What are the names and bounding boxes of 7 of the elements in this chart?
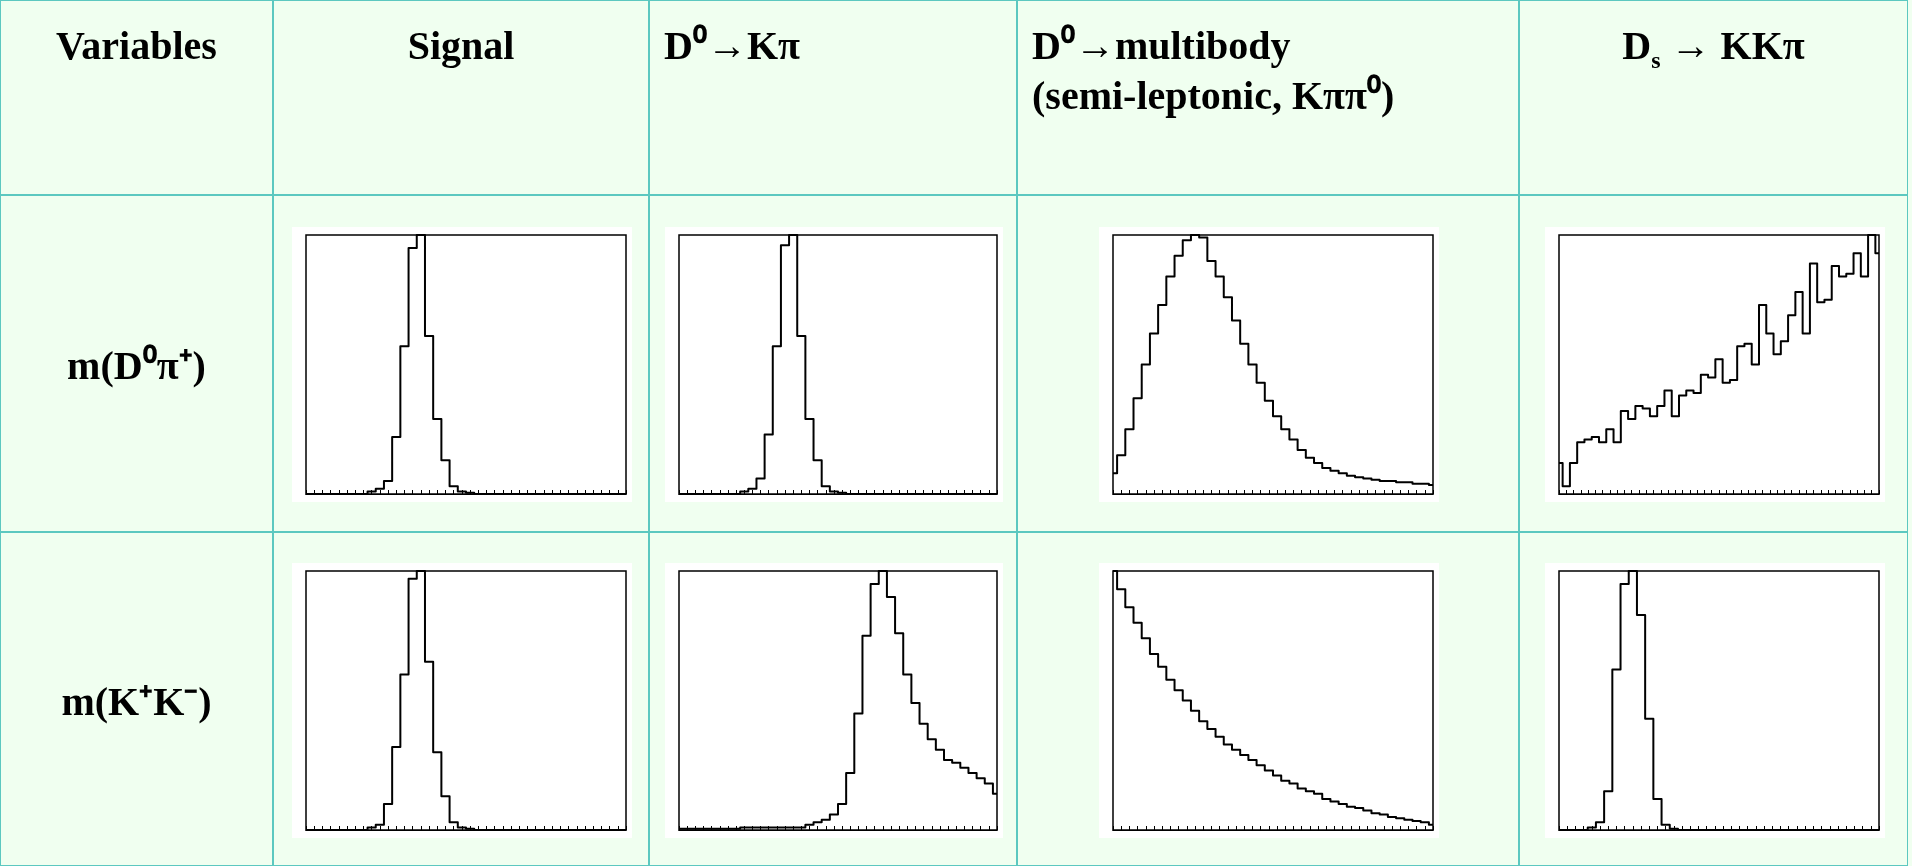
text: m(K⁺K⁻) [61,677,212,726]
text: Signal [407,23,515,68]
text: D⁰→multibody (semi-leptonic, Kππ⁰) [1032,23,1395,118]
text: m(D⁰π⁺) [67,342,206,390]
text: D⁰→Kπ [664,23,800,68]
text: D$_{s}$ → KKπ [1622,23,1805,73]
text: Variables [56,23,217,68]
